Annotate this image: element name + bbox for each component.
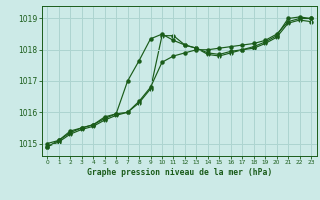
X-axis label: Graphe pression niveau de la mer (hPa): Graphe pression niveau de la mer (hPa) — [87, 168, 272, 177]
